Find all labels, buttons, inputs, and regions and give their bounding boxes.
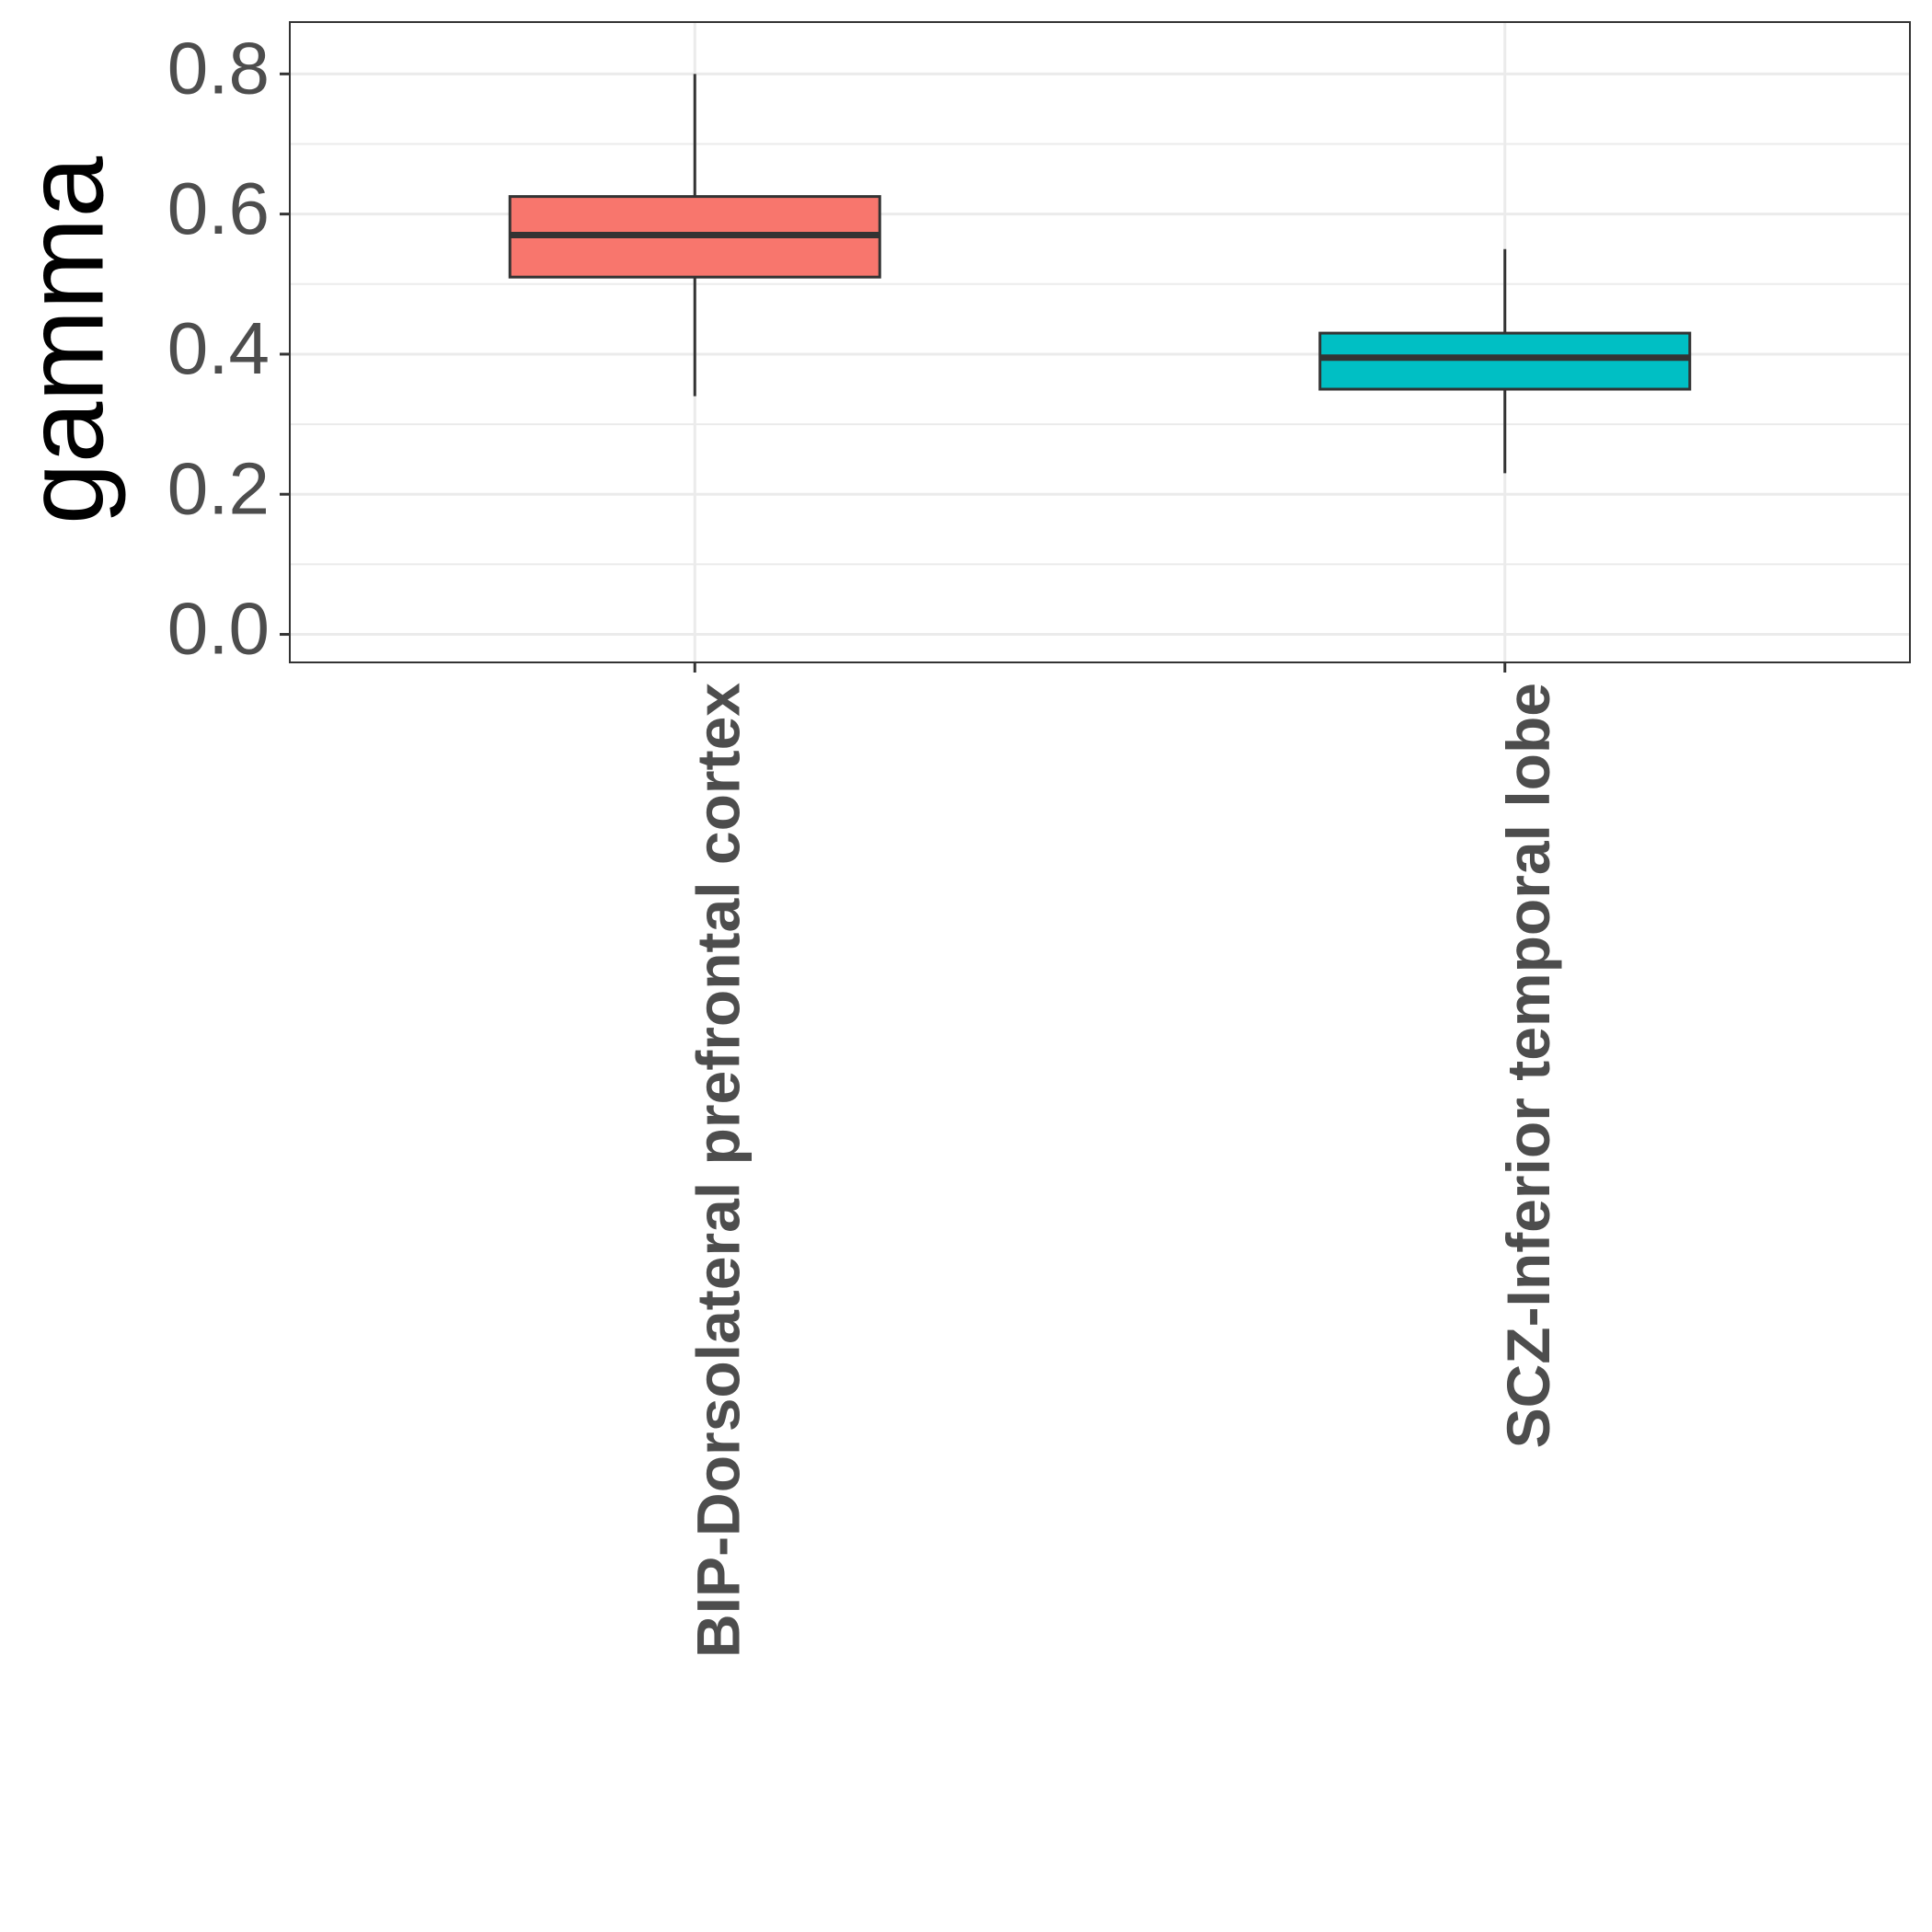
y-tick-label: 0.0 (167, 588, 270, 670)
panel-border (289, 21, 1911, 663)
x-tick-label: BIP-Dorsolateral prefrontal cortex (684, 683, 753, 1658)
y-axis-title: gamma (4, 156, 127, 524)
x-tick-label: SCZ-Inferior temporal lobe (1494, 683, 1562, 1448)
y-tick-label: 0.8 (167, 27, 270, 109)
y-tick-label: 0.2 (167, 447, 270, 529)
y-tick-label: 0.4 (167, 307, 270, 389)
y-tick-label: 0.6 (167, 167, 270, 249)
box (1318, 331, 1692, 391)
